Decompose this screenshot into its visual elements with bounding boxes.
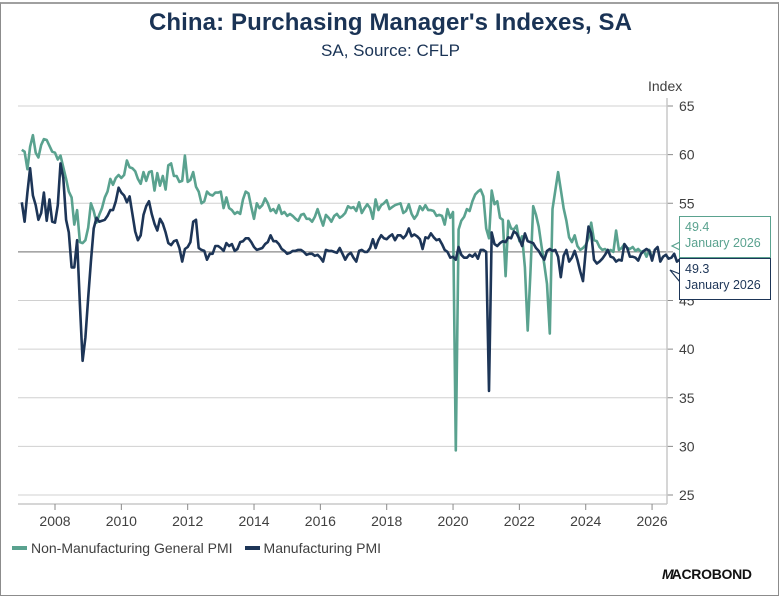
y-axis-unit-label: Index [648, 78, 683, 94]
x-tick-label: 2008 [39, 513, 70, 529]
axes [18, 98, 681, 510]
callout-pointer [670, 241, 681, 251]
tick-labels: 2530354045505560652008201020122014201620… [39, 98, 694, 529]
x-tick-label: 2012 [172, 513, 203, 529]
x-tick-label: 2020 [437, 513, 468, 529]
series-lines [20, 133, 686, 452]
callout-pointer [669, 269, 681, 283]
callout-value: 49.4 [685, 220, 710, 234]
x-tick-label: 2016 [305, 513, 336, 529]
callout-date: January 2026 [685, 278, 761, 292]
callout-manufacturing: 49.3 January 2026 [679, 258, 771, 300]
x-tick-label: 2010 [106, 513, 137, 529]
y-tick-label: 35 [679, 390, 695, 406]
x-tick-label: 2014 [238, 513, 269, 529]
x-tick-label: 2022 [504, 513, 535, 529]
y-tick-label: 60 [679, 147, 695, 163]
y-tick-label: 40 [679, 341, 695, 357]
legend-item-manufacturing[interactable]: Manufacturing PMI [244, 540, 382, 556]
x-tick-label: 2024 [570, 513, 601, 529]
legend-item-non-manufacturing[interactable]: Non-Manufacturing General PMI [12, 540, 233, 556]
legend-label: Manufacturing PMI [263, 540, 382, 556]
gridlines [18, 105, 667, 496]
logo-mark: M [662, 566, 674, 582]
y-tick-label: 30 [679, 438, 695, 454]
legend-label: Non-Manufacturing General PMI [31, 540, 233, 556]
series-line-manufacturing [20, 162, 686, 393]
y-tick-label: 25 [679, 487, 695, 503]
legend-swatch [244, 546, 260, 550]
x-tick-label: 2018 [371, 513, 402, 529]
series-line-non-manufacturing [21, 133, 654, 452]
legend-swatch [12, 546, 27, 550]
chart-subtitle: SA, Source: CFLP [321, 41, 460, 60]
y-tick-label: 65 [679, 98, 695, 114]
macrobond-logo: MACROBOND [662, 566, 752, 582]
y-tick-label: 55 [679, 195, 695, 211]
chart-title: China: Purchasing Manager's Indexes, SA [148, 9, 633, 36]
logo-text: ACROBOND [671, 566, 752, 582]
x-tick-label: 2026 [636, 513, 667, 529]
callout-date: January 2026 [685, 236, 761, 250]
callout-value: 49.3 [685, 262, 710, 276]
callout-non-manufacturing: 49.4 January 2026 [679, 216, 771, 258]
legend: Non-Manufacturing General PMI Manufactur… [12, 540, 393, 556]
